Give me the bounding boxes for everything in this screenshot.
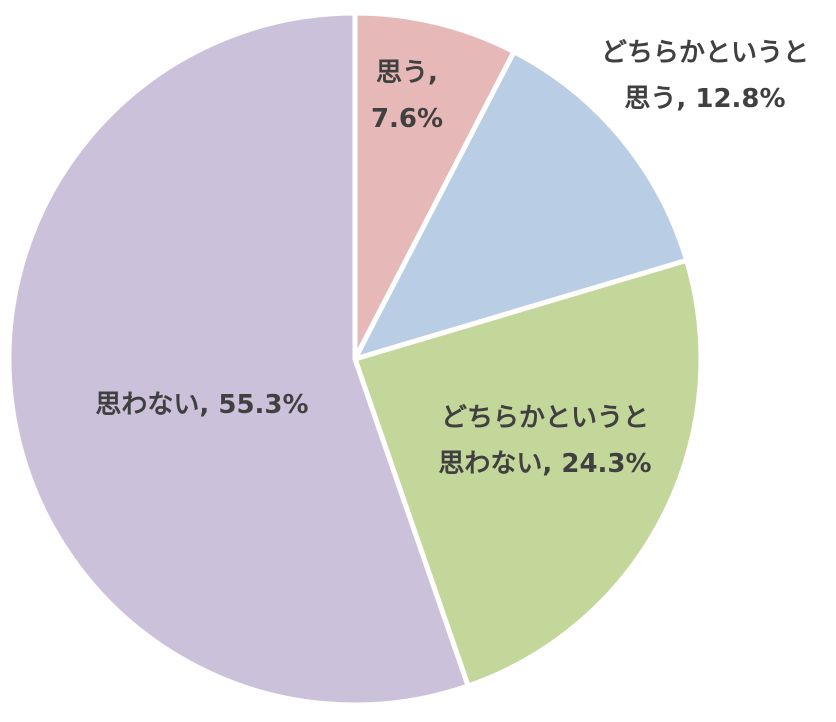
- data-label-line: 思わない, 24.3%: [438, 449, 652, 479]
- data-label-dochiraka-omowanai: どちらかというと 思わない, 24.3%: [420, 395, 670, 487]
- pie-slice-0: [352, 10, 517, 362]
- data-label-omou: 思う, 7.6%: [362, 50, 452, 142]
- pie-slice-3: [6, 10, 471, 708]
- data-label-line: どちらかというと: [440, 403, 649, 433]
- data-label-line: 思う,: [376, 58, 438, 88]
- data-label-dochiraka-omou: どちらかというと 思う, 12.8%: [585, 30, 825, 122]
- data-label-line: 7.6%: [370, 104, 444, 134]
- data-label-line: 思わない, 55.3%: [95, 390, 309, 420]
- pie-slice-1: [352, 49, 690, 362]
- data-label-omowanai: 思わない, 55.3%: [72, 382, 332, 428]
- data-label-line: どちらかというと: [600, 38, 809, 68]
- data-label-line: 思う, 12.8%: [624, 84, 786, 114]
- pie-slice-2: [352, 257, 704, 689]
